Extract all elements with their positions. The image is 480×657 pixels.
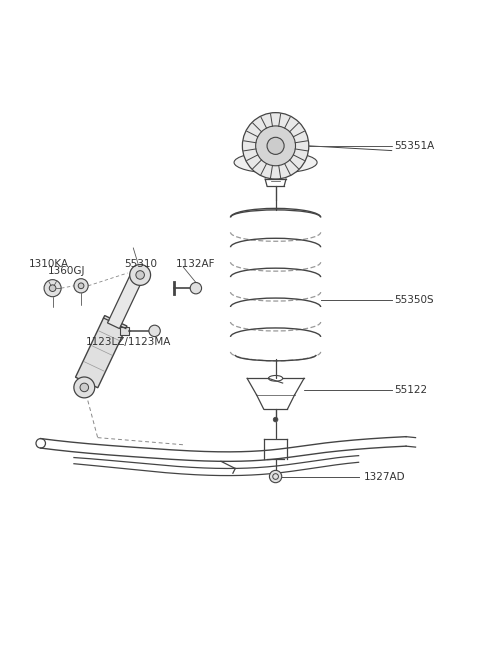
Text: 1360GJ: 1360GJ	[48, 265, 85, 276]
Circle shape	[269, 470, 282, 483]
Circle shape	[74, 377, 95, 398]
Circle shape	[242, 112, 309, 179]
Circle shape	[78, 283, 84, 288]
Text: 55350S: 55350S	[394, 295, 434, 305]
Text: 1132AF: 1132AF	[176, 260, 216, 269]
Circle shape	[149, 325, 160, 336]
Polygon shape	[108, 271, 144, 328]
Text: 55351A: 55351A	[394, 141, 434, 151]
Text: 1123LZ/1123MA: 1123LZ/1123MA	[86, 337, 171, 347]
Text: 1310KA: 1310KA	[29, 260, 69, 269]
Circle shape	[44, 280, 61, 297]
Circle shape	[49, 285, 56, 292]
Text: 1327AD: 1327AD	[363, 472, 405, 482]
Circle shape	[267, 137, 284, 154]
Text: 55310: 55310	[124, 260, 157, 269]
Circle shape	[256, 126, 296, 166]
Circle shape	[130, 265, 151, 285]
Circle shape	[136, 271, 144, 279]
Circle shape	[80, 383, 89, 392]
Text: 55122: 55122	[394, 385, 427, 395]
Circle shape	[190, 283, 202, 294]
Polygon shape	[75, 315, 127, 388]
Ellipse shape	[234, 152, 317, 173]
Circle shape	[74, 279, 88, 293]
Circle shape	[273, 417, 278, 422]
Polygon shape	[120, 327, 129, 334]
